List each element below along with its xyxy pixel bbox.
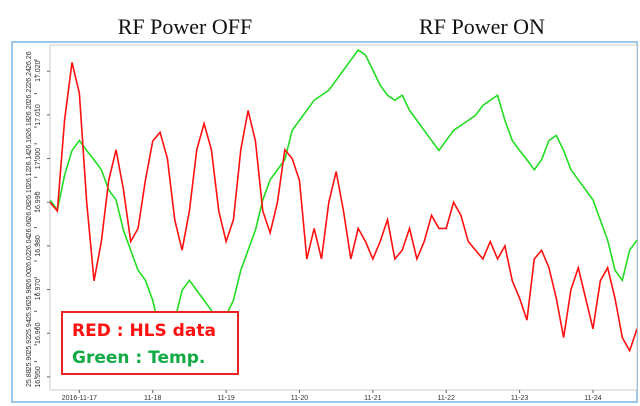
- y2-tick-label: 26.24: [26, 68, 33, 86]
- data-line: [50, 48, 637, 343]
- y2-tick-label: 25.88: [26, 369, 33, 387]
- data-line: [50, 62, 637, 353]
- y2-tick-label: 25.96: [26, 302, 33, 320]
- x-tick-label: 11-20: [291, 395, 308, 402]
- x-tick-label: 2016-11-17: [62, 395, 97, 402]
- y-tick-label: 16.950: [35, 366, 42, 388]
- y2-tick-label: 26.12: [26, 168, 33, 186]
- x-tick-label: 11-18: [144, 395, 161, 402]
- y2-tick-label: 26.10: [26, 185, 33, 203]
- legend-label: Green : Temp.: [72, 348, 205, 368]
- y2-tick-label: 25.98: [26, 286, 33, 304]
- chart-title: RF Power OFF: [118, 14, 252, 39]
- y2-tick-label: 25.90: [26, 353, 33, 371]
- y2-tick-label: 26.20: [26, 101, 33, 119]
- y2-tick-label: 26.18: [26, 118, 33, 136]
- y2-tick-label: 26.22: [26, 85, 33, 103]
- y2-tick-label: 26.02: [26, 252, 33, 270]
- chart-title: RF Power ON: [419, 14, 545, 39]
- y2-tick-label: 25.92: [26, 336, 33, 354]
- y-tick-label: 16.980: [35, 235, 42, 257]
- y2-tick-label: 26.08: [26, 202, 33, 220]
- y2-tick-label: 25.94: [26, 319, 33, 337]
- y2-tick-label: 26.04: [26, 235, 33, 253]
- legend-label: RED : HLS data: [72, 321, 216, 341]
- y2-tick-label: 26.06: [26, 219, 33, 237]
- y-tick-label: 16.960: [35, 322, 42, 344]
- y-tick-label: 16.990: [35, 191, 42, 213]
- y-tick-label: 17.020: [35, 60, 42, 82]
- legend-box: [61, 311, 239, 375]
- y2-tick-label: 26.26: [26, 51, 33, 69]
- y-tick-label: 17.000: [35, 148, 42, 170]
- y-tick-label: 17.010: [35, 104, 42, 126]
- x-tick-label: 11-22: [438, 395, 455, 402]
- x-tick-label: 11-19: [217, 395, 234, 402]
- x-tick-label: 11-21: [364, 395, 381, 402]
- y2-tick-label: 26.16: [26, 135, 33, 153]
- y-tick-label: 16.970: [35, 279, 42, 301]
- x-tick-label: 11-24: [584, 395, 601, 402]
- y2-tick-label: 26.00: [26, 269, 33, 287]
- y2-tick-label: 26.14: [26, 152, 33, 170]
- x-tick-label: 11-23: [511, 395, 528, 402]
